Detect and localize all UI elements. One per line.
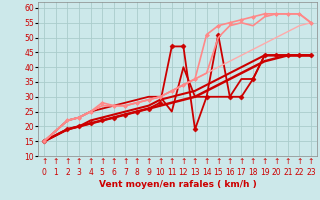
X-axis label: Vent moyen/en rafales ( km/h ): Vent moyen/en rafales ( km/h ): [99, 180, 256, 189]
